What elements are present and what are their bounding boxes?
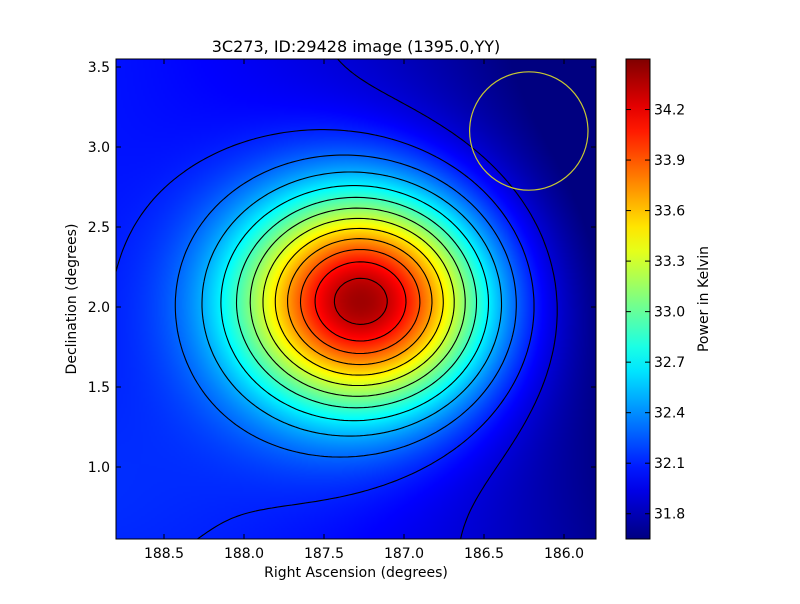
y-axis-ticks: 1.0 1.5 2.0 2.5 3.0 3.5: [88, 60, 596, 476]
chart-title: 3C273, ID:29428 image (1395.0,YY): [212, 37, 501, 56]
colorbar-tick-label: 32.4: [654, 406, 685, 422]
y-tick-label: 3.5: [88, 60, 110, 76]
beam-circle: [468, 71, 589, 191]
x-axis-ticks: 188.5 188.0 187.5 187.0 186.5 186.0: [144, 59, 584, 562]
contour-line: [220, 185, 490, 422]
y-tick-label: 2.0: [88, 300, 110, 316]
contour-line: [174, 154, 517, 458]
plot-frame: [115, 58, 597, 540]
x-tick-label: 186.0: [544, 546, 584, 562]
contour-line: [262, 217, 455, 387]
contour-line: [116, 129, 535, 539]
x-tick-label: 187.0: [384, 546, 424, 562]
contour-line: [235, 196, 478, 409]
colorbar-tick-label: 33.3: [654, 254, 685, 270]
x-tick-label: 188.5: [144, 546, 184, 562]
contour-lines: [116, 59, 558, 539]
x-tick-label: 186.5: [464, 546, 504, 562]
colorbar-gradient: [626, 59, 650, 539]
colorbar: 31.8 32.1 32.4 32.7 33.0 33.3 33.6 33.9 34.2 Pow…: [625, 58, 712, 540]
colorbar-frame: [625, 58, 651, 540]
y-tick-label: 1.0: [88, 460, 110, 476]
x-tick-label: 188.0: [224, 546, 264, 562]
heatmap-image: [116, 59, 596, 539]
x-axis-label: Right Ascension (degrees): [264, 565, 448, 581]
contour-line: [249, 207, 466, 397]
colorbar-tick-label: 32.7: [654, 355, 685, 371]
y-tick-label: 2.5: [88, 220, 110, 236]
colorbar-tick-label: 33.0: [654, 305, 685, 321]
contour-line: [287, 238, 433, 366]
colorbar-tick-label: 32.1: [654, 456, 685, 472]
contour-line: [337, 59, 558, 539]
y-tick-label: 1.5: [88, 380, 110, 396]
x-tick-label: 187.5: [304, 546, 344, 562]
colorbar-label: Power in Kelvin: [696, 246, 712, 352]
contour-line: [201, 171, 503, 437]
colorbar-tick-label: 31.8: [654, 507, 685, 523]
contour-line: [314, 261, 407, 342]
contour-line: [333, 277, 388, 325]
colorbar-ticks: 31.8 32.1 32.4 32.7 33.0 33.3 33.6 33.9 34.2: [626, 103, 685, 523]
colorbar-tick-label: 33.9: [654, 153, 685, 169]
y-tick-label: 3.0: [88, 140, 110, 156]
contour-line: [274, 227, 444, 376]
contour-line: [299, 248, 421, 355]
y-axis-label: Declination (degrees): [64, 224, 80, 375]
colorbar-tick-label: 33.6: [654, 204, 685, 220]
colorbar-tick-label: 34.2: [654, 103, 685, 119]
plot-area: 188.5 188.0 187.5 187.0 186.5 186.0 1.0 1.5 2.0…: [88, 58, 597, 562]
